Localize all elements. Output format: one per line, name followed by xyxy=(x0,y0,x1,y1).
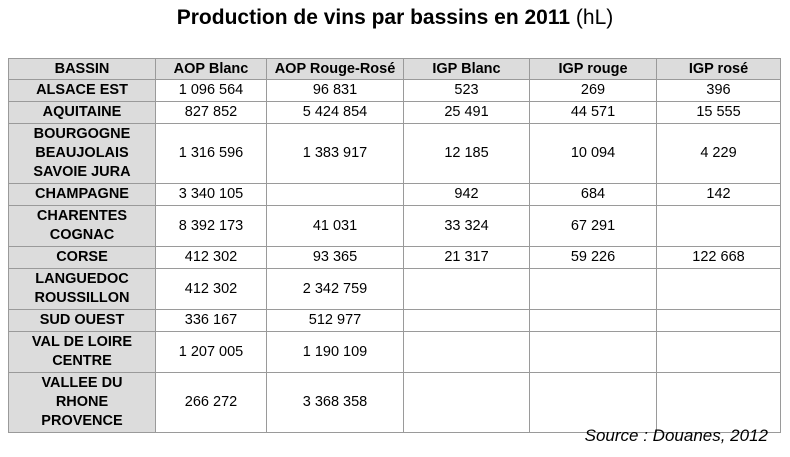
column-header-bassin: BASSIN xyxy=(8,58,156,80)
header-row: BASSIN AOP Blanc AOP Rouge-Rosé IGP Blan… xyxy=(8,58,781,80)
value-cell xyxy=(266,183,404,206)
value-cell: 96 831 xyxy=(266,79,404,102)
value-cell: 942 xyxy=(403,183,530,206)
column-header-igp-rouge: IGP rouge xyxy=(529,58,657,80)
value-cell: 1 383 917 xyxy=(266,123,404,184)
value-cell xyxy=(529,268,657,310)
value-cell xyxy=(656,372,781,433)
value-cell xyxy=(656,268,781,310)
bassin-cell: ALSACE EST xyxy=(8,79,156,102)
value-cell: 512 977 xyxy=(266,309,404,332)
value-cell: 5 424 854 xyxy=(266,101,404,124)
value-cell: 1 207 005 xyxy=(155,331,267,373)
column-header-aop-rouge-rose: AOP Rouge-Rosé xyxy=(266,58,404,80)
value-cell xyxy=(403,331,530,373)
value-cell: 25 491 xyxy=(403,101,530,124)
bassin-cell: VAL DE LOIRE CENTRE xyxy=(8,331,156,373)
value-cell xyxy=(403,372,530,433)
value-cell xyxy=(529,331,657,373)
value-cell xyxy=(403,309,530,332)
value-cell xyxy=(656,205,781,247)
table-row: CHARENTES COGNAC 8 392 173 41 031 33 324 67 2… xyxy=(8,205,781,247)
value-cell: 396 xyxy=(656,79,781,102)
production-table: BASSIN AOP Blanc AOP Rouge-Rosé IGP Blan… xyxy=(8,58,781,433)
value-cell: 21 317 xyxy=(403,246,530,269)
value-cell: 33 324 xyxy=(403,205,530,247)
value-cell xyxy=(529,309,657,332)
bassin-cell: CHARENTES COGNAC xyxy=(8,205,156,247)
value-cell: 12 185 xyxy=(403,123,530,184)
chart-title: Production de vins par bassins en 2011 (… xyxy=(0,6,790,30)
table-row: CORSE 412 302 93 365 21 317 59 226 122 668 xyxy=(8,246,781,269)
value-cell: 412 302 xyxy=(155,246,267,269)
value-cell: 1 316 596 xyxy=(155,123,267,184)
bassin-cell: AQUITAINE xyxy=(8,101,156,124)
value-cell: 8 392 173 xyxy=(155,205,267,247)
table-row: VALLEE DU RHONE PROVENCE 266 272 3 368 358 xyxy=(8,372,781,433)
value-cell: 122 668 xyxy=(656,246,781,269)
value-cell: 336 167 xyxy=(155,309,267,332)
column-header-igp-rose: IGP rosé xyxy=(656,58,781,80)
value-cell: 266 272 xyxy=(155,372,267,433)
bassin-cell: LANGUEDOC ROUSSILLON xyxy=(8,268,156,310)
value-cell: 15 555 xyxy=(656,101,781,124)
value-cell: 684 xyxy=(529,183,657,206)
source-note: Source : Douanes, 2012 xyxy=(584,426,768,445)
value-cell: 41 031 xyxy=(266,205,404,247)
table-row: ALSACE EST 1 096 564 96 831 523 269 396 xyxy=(8,79,781,102)
column-header-aop-blanc: AOP Blanc xyxy=(155,58,267,80)
title-unit: (hL) xyxy=(575,6,614,29)
value-cell: 1 096 564 xyxy=(155,79,267,102)
value-cell: 523 xyxy=(403,79,530,102)
table-row: LANGUEDOC ROUSSILLON 412 302 2 342 759 xyxy=(8,268,781,310)
bassin-cell: BOURGOGNE BEAUJOLAIS SAVOIE JURA xyxy=(8,123,156,184)
value-cell: 44 571 xyxy=(529,101,657,124)
value-cell xyxy=(403,268,530,310)
table-row: VAL DE LOIRE CENTRE 1 207 005 1 190 109 xyxy=(8,331,781,373)
value-cell: 142 xyxy=(656,183,781,206)
table-row: CHAMPAGNE 3 340 105 942 684 142 xyxy=(8,183,781,206)
title-text: Production de vins par bassins en 2011 xyxy=(176,6,571,29)
value-cell: 59 226 xyxy=(529,246,657,269)
value-cell: 3 368 358 xyxy=(266,372,404,433)
value-cell: 3 340 105 xyxy=(155,183,267,206)
value-cell: 269 xyxy=(529,79,657,102)
table-row: SUD OUEST 336 167 512 977 xyxy=(8,309,781,332)
value-cell: 93 365 xyxy=(266,246,404,269)
value-cell: 67 291 xyxy=(529,205,657,247)
value-cell xyxy=(656,309,781,332)
value-cell xyxy=(529,372,657,433)
value-cell: 4 229 xyxy=(656,123,781,184)
table-row: BOURGOGNE BEAUJOLAIS SAVOIE JURA 1 316 596 1… xyxy=(8,123,781,184)
value-cell: 827 852 xyxy=(155,101,267,124)
bassin-cell: CHAMPAGNE xyxy=(8,183,156,206)
column-header-igp-blanc: IGP Blanc xyxy=(403,58,530,80)
value-cell xyxy=(656,331,781,373)
value-cell: 2 342 759 xyxy=(266,268,404,310)
table-body: ALSACE EST 1 096 564 96 831 523 269 396 AQUITA… xyxy=(8,79,781,433)
bassin-cell: SUD OUEST xyxy=(8,309,156,332)
bassin-cell: VALLEE DU RHONE PROVENCE xyxy=(8,372,156,433)
value-cell: 1 190 109 xyxy=(266,331,404,373)
table-row: AQUITAINE 827 852 5 424 854 25 491 44 571 15 … xyxy=(8,101,781,124)
bassin-cell: CORSE xyxy=(8,246,156,269)
value-cell: 10 094 xyxy=(529,123,657,184)
value-cell: 412 302 xyxy=(155,268,267,310)
